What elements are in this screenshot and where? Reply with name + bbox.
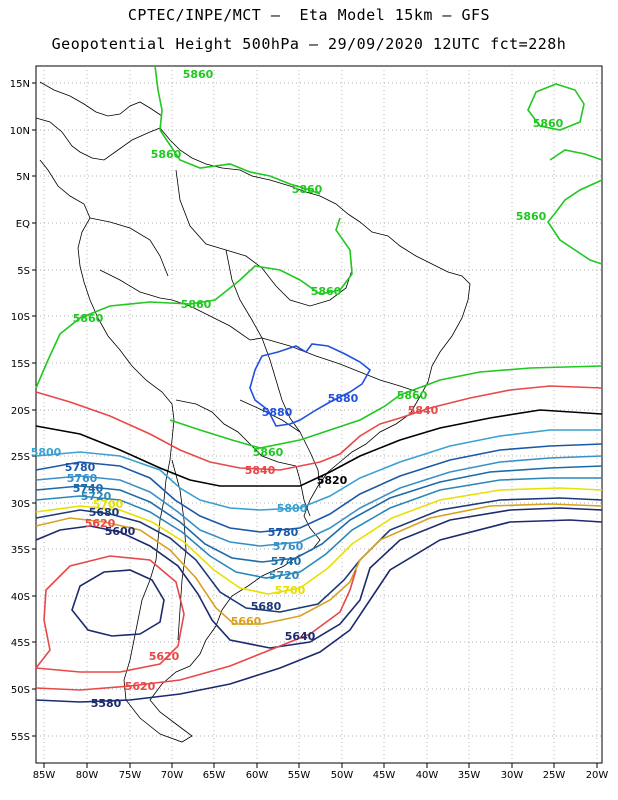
lat-tick-label: 15S	[11, 359, 30, 370]
contour-label: 5780	[65, 461, 96, 474]
contour-line	[34, 555, 185, 673]
contour-label: 5620	[149, 650, 180, 663]
contour-label: 5860	[533, 117, 564, 130]
lon-tick-label: 50W	[331, 770, 354, 781]
contour-line	[35, 443, 603, 533]
contour-label: 5720	[269, 569, 300, 582]
lat-tick-label: 55S	[11, 732, 30, 743]
contour-line	[249, 343, 372, 427]
contour-label: 5860	[311, 285, 342, 298]
contour-label: 5840	[408, 404, 439, 417]
contour-label: 5860	[292, 183, 323, 196]
contour-label: 5680	[89, 506, 120, 519]
contour-label: 5860	[253, 446, 284, 459]
lon-tick-label: 65W	[203, 770, 226, 781]
lon-tick-label: 75W	[119, 770, 142, 781]
contour-label: 5680	[251, 600, 282, 613]
lon-tick-label: 55W	[288, 770, 311, 781]
lon-tick-label: 35W	[458, 770, 481, 781]
lon-tick-label: 25W	[543, 770, 566, 781]
contour-label: 5820	[317, 474, 348, 487]
lon-tick-label: 45W	[373, 770, 396, 781]
lon-tick-label: 80W	[76, 770, 99, 781]
lon-tick-label: 60W	[246, 770, 269, 781]
contour-label: 5880	[328, 392, 359, 405]
contour-label: 5800	[31, 446, 62, 459]
contour-label: 5860	[73, 312, 104, 325]
contour-label: 5860	[151, 148, 182, 161]
contour-line	[169, 365, 603, 449]
lat-tick-label: 30S	[11, 499, 30, 510]
lon-tick-label: 85W	[33, 770, 56, 781]
contour-line	[35, 507, 603, 649]
contour-label: 5880	[262, 406, 293, 419]
lat-tick-label: 45S	[11, 638, 30, 649]
contour-label: 5720	[81, 490, 112, 503]
grid-lines	[36, 66, 602, 763]
contour-label: 5700	[93, 498, 124, 511]
contour-label: 5780	[268, 526, 299, 539]
lat-tick-label: 10N	[10, 126, 30, 137]
contour-label: 5840	[245, 464, 276, 477]
contour-line	[35, 497, 603, 613]
contour-label: 5760	[273, 540, 304, 553]
lat-tick-label: 25S	[11, 452, 30, 463]
contour-label: 5800	[277, 502, 308, 515]
map-subtitle: Geopotential Height 500hPa – 29/09/2020 …	[51, 35, 567, 53]
contour-line	[35, 217, 353, 389]
map-frame	[35, 65, 603, 764]
contour-label: 5860	[397, 389, 428, 402]
lat-tick-label: 40S	[11, 592, 30, 603]
contour-label: 5700	[275, 584, 306, 597]
lon-tick-label: 40W	[416, 770, 439, 781]
contour-label: 5600	[105, 525, 136, 538]
contour-line	[35, 409, 603, 487]
lat-tick-label: 35S	[11, 545, 30, 556]
lon-tick-label: 30W	[501, 770, 524, 781]
contour-label: 5620	[125, 680, 156, 693]
contour-line	[527, 83, 585, 131]
contour-line	[35, 519, 603, 703]
contour-line	[547, 149, 603, 265]
lon-tick-label: 20W	[586, 770, 609, 781]
contour-line	[35, 477, 602, 579]
contour-line	[154, 65, 163, 131]
contour-label: 5580	[91, 697, 122, 710]
contour-line	[35, 487, 603, 595]
contour-label: 5860	[516, 210, 547, 223]
lat-tick-label: 5S	[17, 266, 30, 277]
contour-label: 5740	[73, 482, 104, 495]
contour-label: 5640	[285, 630, 316, 643]
contour-line	[35, 465, 603, 563]
lon-tick-label: 70W	[161, 770, 184, 781]
contour-line	[35, 455, 603, 547]
latitude-axis: 15N 10N 5N EQ 5S 10S 15S 20S 25S 30S 35S 40S 45S 50S 5…	[10, 79, 36, 743]
height-contours	[34, 65, 603, 703]
contour-label: 5740	[271, 555, 302, 568]
lat-tick-label: 5N	[16, 172, 30, 183]
contour-label: 5760	[67, 472, 98, 485]
contour-line	[159, 129, 321, 195]
lat-tick-label: 20S	[11, 406, 30, 417]
contour-line	[35, 385, 603, 471]
contour-label: 5620	[85, 517, 116, 530]
contour-line	[35, 429, 602, 511]
contour-label: 5660	[231, 615, 262, 628]
lat-tick-label: 15N	[10, 79, 30, 90]
contour-label: 5860	[183, 68, 214, 81]
contour-line	[35, 503, 603, 625]
longitude-axis: 85W 80W 75W 70W 65W 60W 55W 50W 45W 40W 35W 30W 25W 2…	[33, 763, 609, 781]
map-title: CPTEC/INPE/MCT – Eta Model 15km – GFS	[127, 6, 491, 24]
lat-tick-label: EQ	[16, 219, 30, 230]
contour-labels: 5860 5860 5860 5860 5860 5860 5860 5860 5860 5860…	[31, 68, 564, 710]
contour-line	[71, 569, 165, 637]
contour-label: 5860	[181, 298, 212, 311]
lat-tick-label: 50S	[11, 685, 30, 696]
contour-line	[35, 569, 357, 691]
lat-tick-label: 10S	[11, 312, 30, 323]
